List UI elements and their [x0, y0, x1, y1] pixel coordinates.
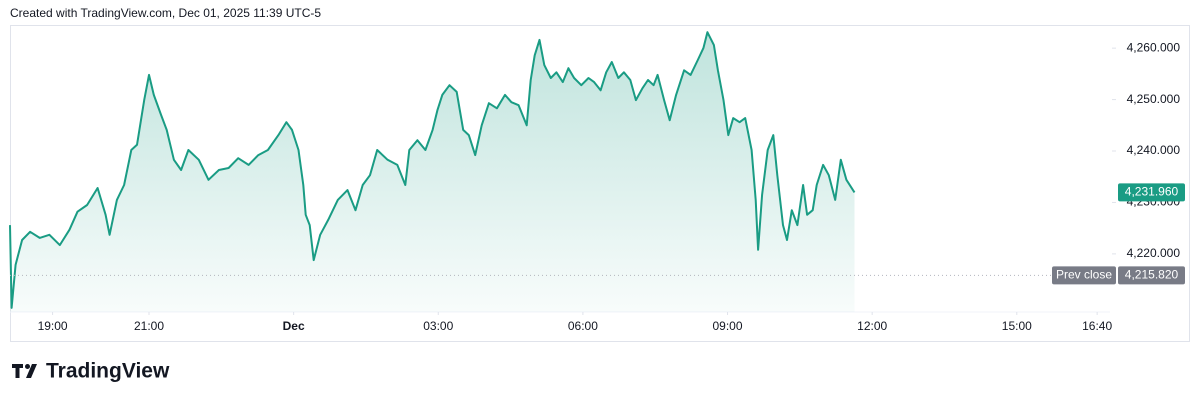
prev-close-name: Prev close [1056, 268, 1112, 282]
y-tick-label: 4,260.000 [1127, 40, 1181, 54]
brand: TradingView [46, 360, 170, 383]
x-tick-label: 21:00 [134, 319, 164, 333]
logo [12, 364, 37, 378]
x-tick-label: 15:00 [1002, 319, 1032, 333]
y-tick-label: 4,250.000 [1127, 92, 1181, 106]
prev-close-badge [1052, 266, 1116, 285]
area [10, 32, 855, 312]
chart-frame [10, 25, 1190, 342]
x-tick-label: 19:00 [38, 319, 68, 333]
x-tick-label: 09:00 [713, 319, 743, 333]
x-tick-label: 03:00 [423, 319, 453, 333]
x-tick-label: 16:40 [1082, 319, 1112, 333]
y-tick-label: 4,220.000 [1127, 246, 1181, 260]
prev-close-price-badge [1118, 266, 1185, 285]
current-price-badge [1118, 183, 1185, 202]
y-tick-label: 4,240.000 [1127, 143, 1181, 157]
header: Created with TradingView.com, Dec 01, 20… [10, 6, 321, 20]
line [9, 31, 856, 309]
prev-close-label: 4,215.820 [1125, 268, 1179, 282]
current-price-label: 4,231.960 [1125, 185, 1179, 199]
x-tick-label: 06:00 [568, 319, 598, 333]
x-tick-label: Dec [283, 319, 305, 333]
x-tick-label: 12:00 [857, 319, 887, 333]
